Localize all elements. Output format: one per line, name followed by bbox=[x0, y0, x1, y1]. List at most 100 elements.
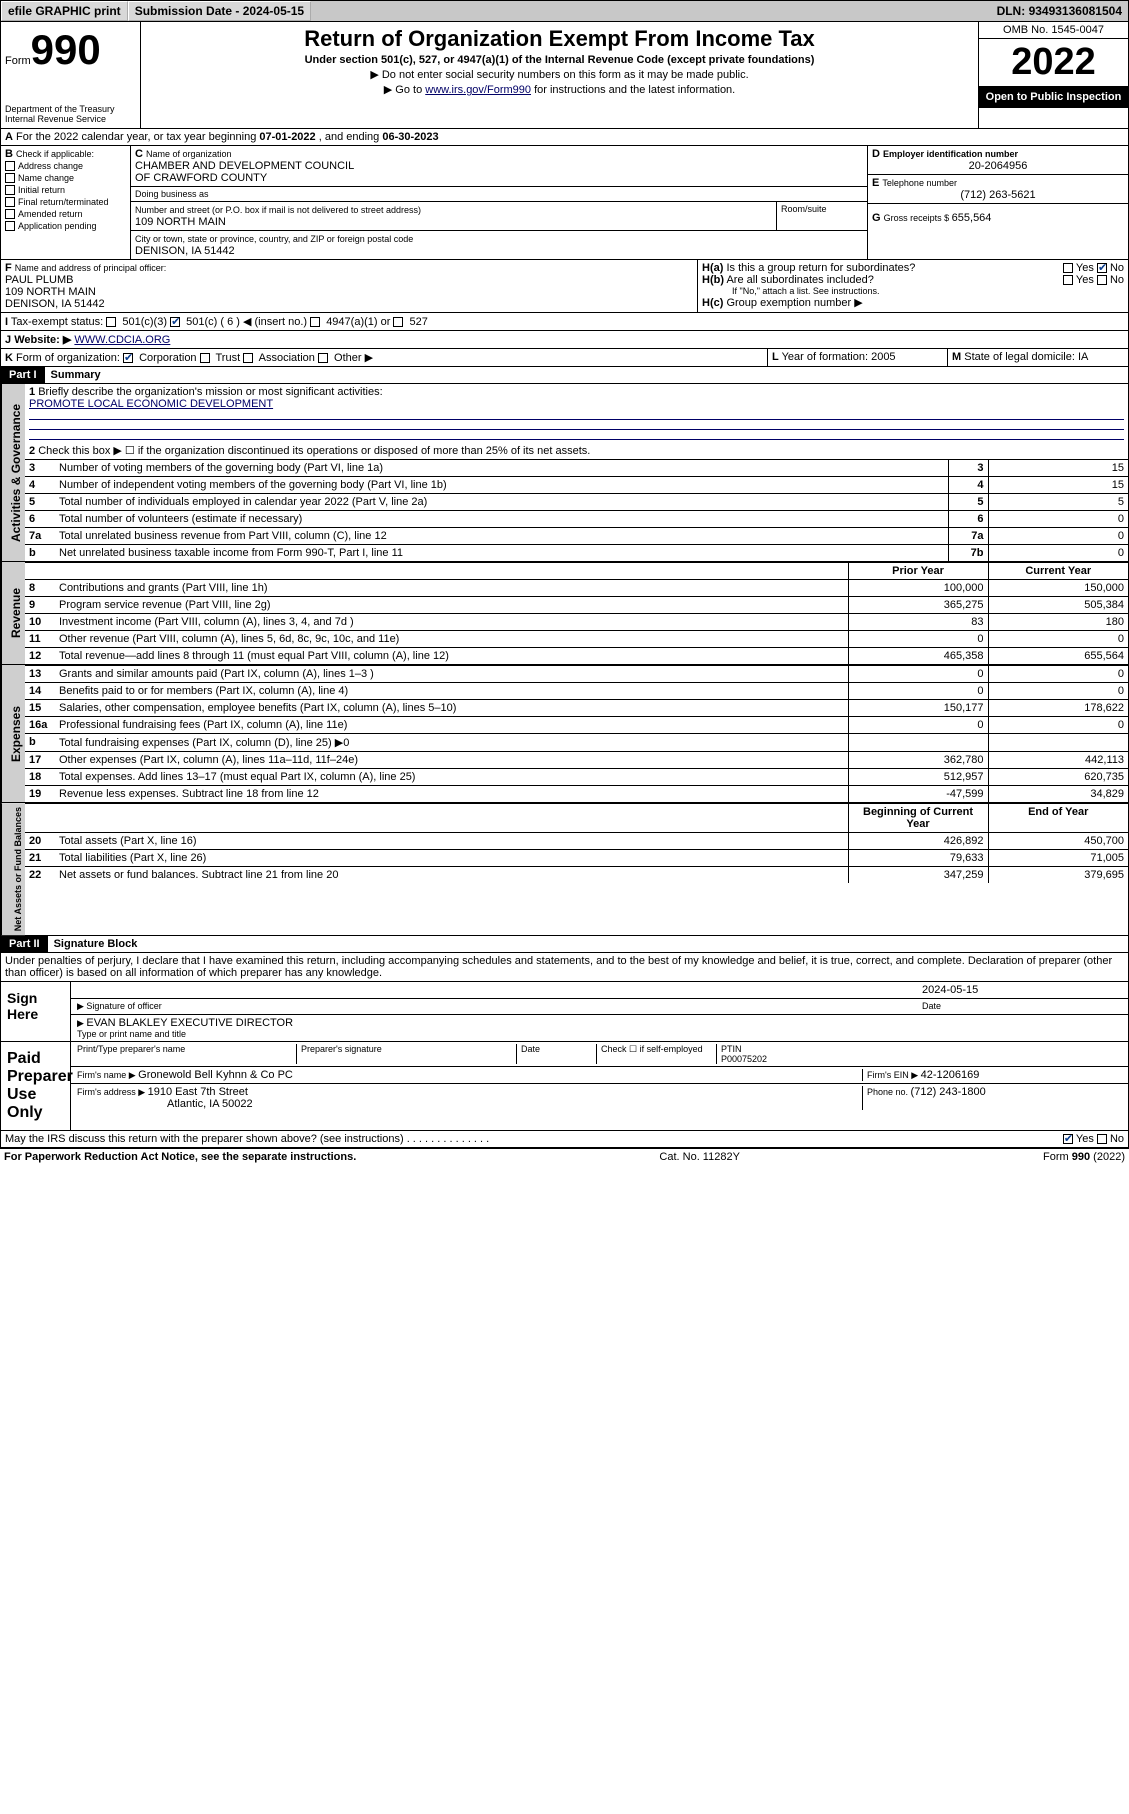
chk-application-pending[interactable] bbox=[5, 221, 15, 231]
chk-address-change[interactable] bbox=[5, 161, 15, 171]
ssn-note: ▶ Do not enter social security numbers o… bbox=[145, 68, 974, 81]
form-number-block: Form990 Department of the Treasury Inter… bbox=[1, 22, 141, 128]
ha-no[interactable] bbox=[1097, 263, 1107, 273]
perjury-statement: Under penalties of perjury, I declare th… bbox=[0, 953, 1129, 982]
firm-ein: 42-1206169 bbox=[921, 1069, 980, 1081]
part-i-header: Part I Summary bbox=[0, 367, 1129, 384]
chk-corp[interactable] bbox=[123, 353, 133, 363]
chk-final-return[interactable] bbox=[5, 197, 15, 207]
officer-name: EVAN BLAKLEY EXECUTIVE DIRECTOR bbox=[77, 1017, 1122, 1029]
chk-assoc[interactable] bbox=[243, 353, 253, 363]
ptin: P00075202 bbox=[721, 1054, 767, 1064]
chk-4947[interactable] bbox=[310, 317, 320, 327]
sig-date: 2024-05-15 bbox=[922, 984, 1122, 996]
discuss-row: May the IRS discuss this return with the… bbox=[0, 1131, 1129, 1148]
row-i: I Tax-exempt status: 501(c)(3) 501(c) ( … bbox=[0, 313, 1129, 331]
row-bcdeg: B Check if applicable: Address change Na… bbox=[0, 146, 1129, 260]
block-k: K Form of organization: Corporation Trus… bbox=[1, 349, 768, 366]
dept-treasury: Department of the Treasury Internal Reve… bbox=[5, 104, 136, 124]
block-b: B Check if applicable: Address change Na… bbox=[1, 146, 131, 259]
table-row: 11Other revenue (Part VIII, column (A), … bbox=[25, 631, 1128, 648]
governance-table: 3Number of voting members of the governi… bbox=[25, 459, 1128, 561]
table-row: 7aTotal unrelated business revenue from … bbox=[25, 528, 1128, 545]
website-link[interactable]: WWW.CDCIA.ORG bbox=[74, 334, 170, 346]
table-row: 12Total revenue—add lines 8 through 11 (… bbox=[25, 648, 1128, 665]
discuss-yes[interactable] bbox=[1063, 1134, 1073, 1144]
section-revenue: Revenue Prior YearCurrent Year 8Contribu… bbox=[0, 562, 1129, 665]
chk-501c3[interactable] bbox=[106, 317, 116, 327]
table-row: 6Total number of volunteers (estimate if… bbox=[25, 511, 1128, 528]
form-title: Return of Organization Exempt From Incom… bbox=[145, 26, 974, 52]
table-row: 13Grants and similar amounts paid (Part … bbox=[25, 666, 1128, 683]
section-expenses: Expenses 13Grants and similar amounts pa… bbox=[0, 665, 1129, 803]
form-990-number: 990 bbox=[31, 26, 101, 73]
title-block: Return of Organization Exempt From Incom… bbox=[141, 22, 978, 128]
table-row: 9Program service revenue (Part VIII, lin… bbox=[25, 597, 1128, 614]
table-row: 22Net assets or fund balances. Subtract … bbox=[25, 867, 1128, 884]
row-a-taxyear: A For the 2022 calendar year, or tax yea… bbox=[0, 129, 1129, 146]
page-footer: For Paperwork Reduction Act Notice, see … bbox=[0, 1148, 1129, 1165]
gross-receipts: 655,564 bbox=[952, 212, 992, 224]
block-c: C Name of organization CHAMBER AND DEVEL… bbox=[131, 146, 868, 259]
submission-date-value: 2024-05-15 bbox=[243, 4, 304, 18]
paid-preparer-block: Paid Preparer Use Only Print/Type prepar… bbox=[0, 1042, 1129, 1131]
ha-yes[interactable] bbox=[1063, 263, 1073, 273]
tax-year: 2022 bbox=[979, 39, 1128, 87]
netassets-table: Beginning of Current YearEnd of Year 20T… bbox=[25, 803, 1128, 883]
chk-other[interactable] bbox=[318, 353, 328, 363]
submission-date-label: Submission Date - bbox=[135, 4, 243, 18]
row-j: J Website: ▶ WWW.CDCIA.ORG bbox=[0, 331, 1129, 349]
mission: PROMOTE LOCAL ECONOMIC DEVELOPMENT bbox=[29, 398, 273, 410]
table-row: 19Revenue less expenses. Subtract line 1… bbox=[25, 786, 1128, 803]
revenue-table: Prior YearCurrent Year 8Contributions an… bbox=[25, 562, 1128, 664]
chk-501c[interactable] bbox=[170, 317, 180, 327]
chk-name-change[interactable] bbox=[5, 173, 15, 183]
dln: DLN: 93493136081504 bbox=[991, 2, 1128, 20]
org-city: DENISON, IA 51442 bbox=[135, 245, 235, 257]
table-row: 4Number of independent voting members of… bbox=[25, 477, 1128, 494]
section-governance: Activities & Governance 1 Briefly descri… bbox=[0, 384, 1129, 562]
sign-here-block: Sign Here 2024-05-15 Signature of office… bbox=[0, 982, 1129, 1042]
phone: (712) 263-5621 bbox=[872, 189, 1124, 201]
form990-link[interactable]: www.irs.gov/Form990 bbox=[425, 84, 531, 96]
form-header: Form990 Department of the Treasury Inter… bbox=[0, 22, 1129, 129]
table-row: 17Other expenses (Part IX, column (A), l… bbox=[25, 752, 1128, 769]
table-row: 3Number of voting members of the governi… bbox=[25, 460, 1128, 477]
table-row: 16aProfessional fundraising fees (Part I… bbox=[25, 717, 1128, 734]
block-l: L Year of formation: 2005 bbox=[768, 349, 948, 366]
discuss-no[interactable] bbox=[1097, 1134, 1107, 1144]
open-to-public: Open to Public Inspection bbox=[979, 87, 1128, 108]
row-klm: K Form of organization: Corporation Trus… bbox=[0, 349, 1129, 367]
chk-amended[interactable] bbox=[5, 209, 15, 219]
hb-no[interactable] bbox=[1097, 275, 1107, 285]
table-row: 18Total expenses. Add lines 13–17 (must … bbox=[25, 769, 1128, 786]
top-bar: efile GRAPHIC print Submission Date - 20… bbox=[0, 0, 1129, 22]
firm-name: Gronewold Bell Kyhnn & Co PC bbox=[138, 1069, 293, 1081]
chk-initial-return[interactable] bbox=[5, 185, 15, 195]
omb-column: OMB No. 1545-0047 2022 Open to Public In… bbox=[978, 22, 1128, 128]
row-fh: F Name and address of principal officer:… bbox=[0, 260, 1129, 313]
efile-print-button[interactable]: efile GRAPHIC print bbox=[1, 1, 128, 21]
org-name: CHAMBER AND DEVELOPMENT COUNCIL OF CRAWF… bbox=[135, 160, 354, 184]
form-subtitle: Under section 501(c), 527, or 4947(a)(1)… bbox=[145, 54, 974, 66]
block-h: H(a) Is this a group return for subordin… bbox=[698, 260, 1128, 312]
table-row: 5Total number of individuals employed in… bbox=[25, 494, 1128, 511]
part-ii-header: Part II Signature Block bbox=[0, 936, 1129, 953]
hb-yes[interactable] bbox=[1063, 275, 1073, 285]
chk-527[interactable] bbox=[393, 317, 403, 327]
ein: 20-2064956 bbox=[872, 160, 1124, 172]
goto-note: ▶ Go to www.irs.gov/Form990 for instruct… bbox=[145, 83, 974, 96]
omb-number: OMB No. 1545-0047 bbox=[979, 22, 1128, 39]
table-row: 20Total assets (Part X, line 16)426,8924… bbox=[25, 833, 1128, 850]
org-street: 109 NORTH MAIN bbox=[135, 216, 226, 228]
table-row: bTotal fundraising expenses (Part IX, co… bbox=[25, 734, 1128, 752]
section-netassets: Net Assets or Fund Balances Beginning of… bbox=[0, 803, 1129, 936]
expenses-table: 13Grants and similar amounts paid (Part … bbox=[25, 665, 1128, 802]
table-row: 21Total liabilities (Part X, line 26)79,… bbox=[25, 850, 1128, 867]
table-row: 14Benefits paid to or for members (Part … bbox=[25, 683, 1128, 700]
chk-trust[interactable] bbox=[200, 353, 210, 363]
block-deg: D Employer identification number 20-2064… bbox=[868, 146, 1128, 259]
block-m: M State of legal domicile: IA bbox=[948, 349, 1128, 366]
table-row: bNet unrelated business taxable income f… bbox=[25, 545, 1128, 562]
table-row: 10Investment income (Part VIII, column (… bbox=[25, 614, 1128, 631]
